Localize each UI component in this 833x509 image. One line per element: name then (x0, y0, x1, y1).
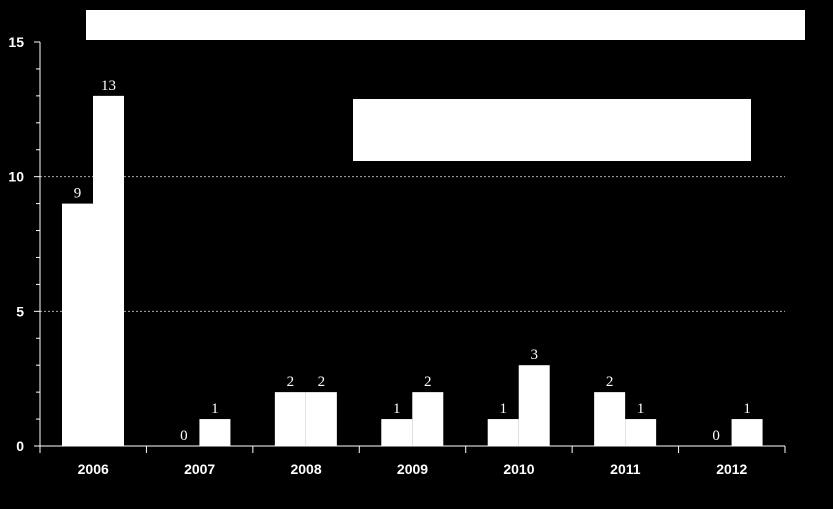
bar (199, 419, 231, 446)
data-label: 1 (637, 401, 645, 417)
data-label: 2 (424, 374, 432, 390)
x-tick-label: 2009 (397, 461, 428, 477)
data-label: 2 (287, 374, 295, 390)
data-label: 1 (211, 401, 219, 417)
x-tick-label: 2012 (716, 461, 747, 477)
bar (518, 365, 550, 446)
bar (381, 419, 413, 446)
bar (93, 95, 124, 446)
data-label: 9 (74, 186, 82, 202)
data-label: 1 (393, 401, 401, 417)
x-tick-label: 2006 (78, 461, 109, 477)
title-redaction-box (86, 10, 805, 40)
legend-redaction-box (353, 99, 751, 161)
bar (625, 419, 657, 446)
bar (731, 419, 763, 446)
gridlines (40, 176, 785, 312)
data-label: 0 (712, 428, 720, 444)
bar (594, 392, 626, 446)
x-tick-label: 2010 (503, 461, 534, 477)
bars (62, 95, 763, 446)
data-label: 1 (743, 401, 751, 417)
x-tick-label: 2008 (290, 461, 321, 477)
data-label: 0 (180, 428, 188, 444)
data-label: 13 (101, 78, 116, 94)
data-label: 2 (606, 374, 614, 390)
data-label: 1 (499, 401, 507, 417)
bar (62, 203, 93, 446)
bar (487, 419, 519, 446)
y-tick-label: 5 (16, 303, 24, 319)
y-tick-label: 15 (8, 34, 24, 50)
x-tick-label: 2007 (184, 461, 215, 477)
y-tick-label: 10 (8, 169, 24, 185)
x-tick-label: 2011 (610, 461, 641, 477)
bar (412, 392, 444, 446)
data-label: 2 (318, 374, 326, 390)
bar (305, 392, 337, 446)
data-label: 3 (530, 347, 538, 363)
y-tick-label: 0 (16, 438, 24, 454)
bar (274, 392, 306, 446)
